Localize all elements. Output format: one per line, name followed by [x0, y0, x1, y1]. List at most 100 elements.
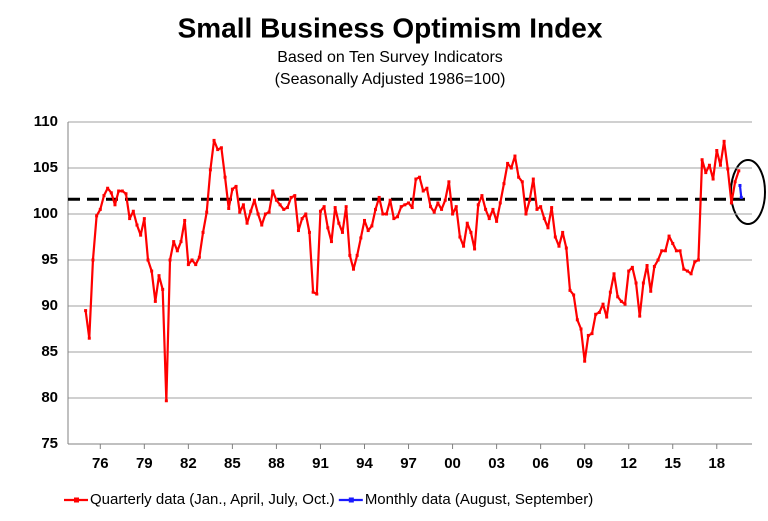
series-marker — [517, 175, 521, 179]
series-marker — [495, 219, 499, 223]
y-tick-label: 80 — [41, 389, 58, 406]
series-marker — [271, 189, 275, 193]
x-tick-label: 18 — [708, 455, 725, 472]
series-marker — [98, 207, 102, 211]
legend-label: Monthly data (August, September) — [365, 491, 593, 508]
series-marker — [641, 281, 645, 285]
series-marker — [315, 292, 319, 296]
series-marker — [579, 327, 583, 331]
series-marker — [586, 333, 590, 337]
series-marker — [388, 198, 392, 202]
series-marker — [362, 218, 366, 222]
series-marker — [590, 332, 594, 336]
series-marker — [392, 217, 396, 221]
series-marker — [491, 207, 495, 211]
series-marker — [385, 212, 389, 216]
series-marker — [726, 167, 730, 171]
series-marker — [109, 191, 113, 195]
series-marker — [252, 198, 256, 202]
series-marker — [557, 244, 561, 248]
x-tick-label: 94 — [356, 455, 373, 472]
series-marker — [685, 269, 689, 273]
legend-label: Quarterly data (Jan., April, July, Oct.) — [90, 491, 335, 508]
series-marker — [469, 230, 473, 234]
series-marker — [396, 215, 400, 219]
series-marker — [652, 264, 656, 268]
x-tick-label: 15 — [664, 455, 681, 472]
series-marker — [634, 281, 638, 285]
series-marker — [531, 177, 535, 181]
series-marker — [539, 205, 543, 209]
series-marker — [506, 161, 510, 165]
x-tick-label: 76 — [92, 455, 109, 472]
series-marker — [95, 214, 99, 218]
series-marker — [296, 229, 300, 233]
series-marker — [421, 189, 425, 193]
series-marker — [256, 212, 260, 216]
series-marker — [546, 226, 550, 230]
series-marker — [329, 240, 333, 244]
series-marker — [671, 241, 675, 245]
series-marker — [440, 207, 444, 211]
series-marker — [381, 212, 385, 216]
series-marker — [542, 217, 546, 221]
series-marker — [667, 234, 671, 238]
series-marker — [333, 206, 337, 210]
series-marker — [245, 221, 249, 225]
y-tick-label: 85 — [41, 343, 58, 360]
series-marker — [465, 221, 469, 225]
series-marker — [359, 236, 363, 240]
x-tick-label: 12 — [620, 455, 637, 472]
series-marker — [179, 240, 183, 244]
series-marker — [175, 249, 179, 253]
series-marker — [150, 269, 154, 273]
x-tick-label: 06 — [532, 455, 549, 472]
series-marker — [183, 218, 187, 222]
series-marker — [318, 209, 322, 213]
series-marker — [627, 269, 631, 273]
series-marker — [693, 260, 697, 264]
series-marker — [407, 201, 411, 205]
series-marker — [164, 399, 168, 403]
chart-subtitle: Based on Ten Survey Indicators — [277, 49, 503, 66]
series-marker — [443, 198, 447, 202]
series-marker — [212, 138, 216, 142]
series-marker — [722, 139, 726, 143]
series-marker — [186, 263, 190, 267]
series-marker — [377, 195, 381, 199]
series-marker — [682, 267, 686, 271]
series-marker — [689, 272, 693, 276]
x-tick-label: 97 — [400, 455, 417, 472]
series-marker — [718, 163, 722, 167]
series-marker — [572, 293, 576, 297]
series-marker — [630, 265, 634, 269]
series-marker — [120, 189, 124, 193]
legend-swatch-marker — [348, 497, 354, 503]
series-marker — [550, 206, 554, 210]
series-marker — [524, 212, 528, 216]
series-marker — [348, 253, 352, 257]
series-marker — [340, 230, 344, 234]
series-marker — [216, 148, 220, 152]
series-marker — [660, 249, 664, 253]
series-marker — [128, 217, 132, 221]
series-marker — [131, 209, 135, 213]
series-marker — [502, 182, 506, 186]
series-marker — [553, 235, 557, 239]
series-marker — [146, 258, 150, 262]
series-marker — [645, 264, 649, 268]
x-tick-label: 03 — [488, 455, 505, 472]
series-marker — [230, 187, 234, 191]
series-marker — [208, 168, 212, 172]
series-marker — [733, 180, 737, 184]
chart-title: Small Business Optimism Index — [178, 12, 603, 43]
series-marker — [711, 177, 715, 181]
series-marker — [528, 198, 532, 202]
series-marker — [454, 205, 458, 209]
series-marker — [605, 315, 609, 319]
legend-swatch-marker — [74, 497, 79, 503]
series-marker — [197, 255, 201, 259]
series-marker — [638, 314, 642, 318]
series-marker — [418, 175, 422, 179]
